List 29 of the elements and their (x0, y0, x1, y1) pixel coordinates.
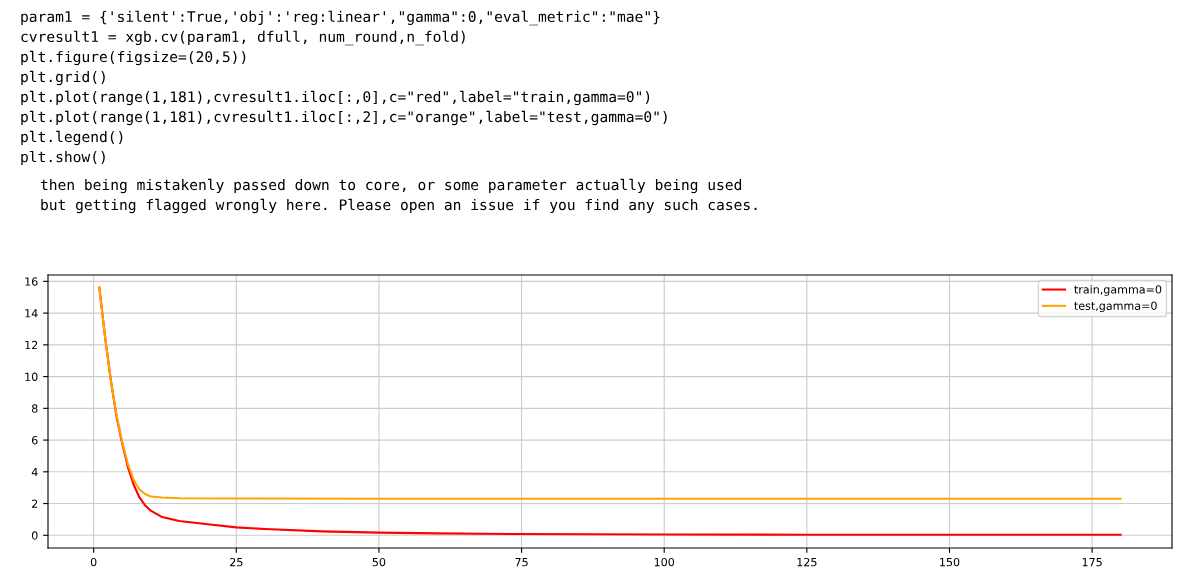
text: plt.show() (21, 150, 105, 166)
legend-label: test,gamma=0 (1074, 301, 1157, 313)
text: then being mistakenly passed down to core, or some parameter actually being used (40, 178, 742, 194)
text: param1 = {'silent':True,'obj':'reg:linear',"gamma":0,"eval_metric":"mae"} (21, 10, 660, 26)
text: plt.plot(range(1,181),cvresult1.iloc[:,0],c="red",label="train,gamma=0") (21, 90, 650, 106)
x-tick-label: 100 (654, 557, 675, 567)
x-tick-label: 75 (515, 558, 528, 567)
y-tick-label: 2 (32, 499, 38, 508)
text: cvresult1 = xgb.cv(param1, dfull, num_round,n_fold) (21, 30, 465, 46)
legend-label: train,gamma=0 (1074, 285, 1162, 296)
x-tick-label: 150 (940, 557, 960, 567)
text: plt.plot(range(1,181),cvresult1.iloc[:,2],c="orange",label="test,gamma=0") (21, 110, 667, 126)
x-tick-label: 50 (372, 557, 386, 567)
y-tick-label: 12 (25, 340, 38, 350)
text: plt.legend() (21, 130, 123, 146)
y-tick-label: 4 (31, 467, 38, 477)
y-tick-label: 8 (31, 404, 38, 413)
text: plt.figure(figsize=(20,5)) (21, 50, 246, 66)
y-tick-label: 14 (25, 309, 38, 318)
y-tick-label: 16 (25, 277, 38, 286)
text: but getting flagged wrongly here. Please open an issue if you find any such cases. (41, 198, 757, 214)
x-tick-label: 25 (230, 557, 243, 567)
x-tick-label: 125 (797, 557, 817, 567)
x-tick-label: 175 (1082, 558, 1102, 567)
y-tick-label: 6 (31, 436, 38, 445)
y-tick-label: 0 (31, 531, 38, 540)
x-tick-label: 0 (90, 557, 97, 567)
text: plt.grid() (21, 70, 105, 86)
y-tick-label: 10 (25, 372, 38, 381)
